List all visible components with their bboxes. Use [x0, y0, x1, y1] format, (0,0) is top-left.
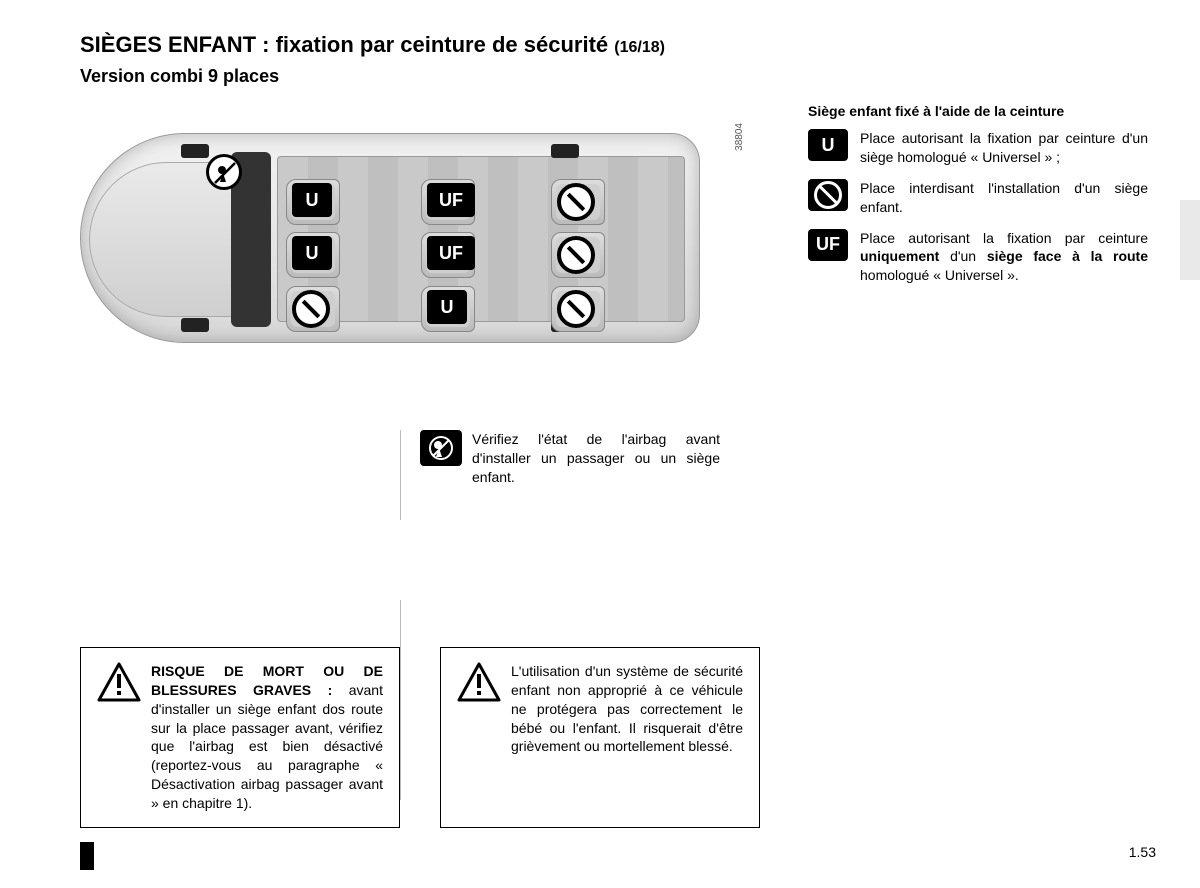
seat-badge: UF: [427, 183, 475, 217]
seat-badge: U: [292, 183, 332, 217]
forbidden-icon: [808, 179, 848, 211]
airbag-off-icon: [420, 430, 462, 466]
warning-1-rest: avant d'installer un siège enfant dos ro…: [151, 682, 383, 811]
footer-mark: [80, 842, 94, 870]
airbag-note-text: Vérifiez l'état de l'airbag avant d'inst…: [472, 430, 720, 487]
legend-icon: U: [808, 129, 848, 161]
forbidden-icon: [557, 236, 595, 274]
legend-text: Place autorisant la fixation par ceintur…: [860, 229, 1148, 286]
warning-triangle-icon: [457, 662, 501, 702]
warning-triangle-icon: [97, 662, 141, 702]
legend-text: Place interdisant l'installation d'un si…: [860, 179, 1148, 217]
warning-box-1: RISQUE DE MORT OU DE BLESSURES GRAVES : …: [80, 647, 400, 828]
title-main: SIÈGES ENFANT : fixation par ceinture de…: [80, 32, 608, 57]
legend-item: U Place autorisant la fixation par ceintu…: [808, 129, 1148, 167]
legend-icon: UF: [808, 229, 848, 261]
legend-item: UF Place autorisant la fixation par ceint…: [808, 229, 1148, 286]
seat-badge: UF: [427, 236, 475, 270]
warning-2-text: L'utilisation d'un système de sécurité e…: [511, 662, 743, 756]
image-id: 38804: [734, 123, 745, 151]
forbidden-icon: [557, 183, 595, 221]
title-suffix: (16/18): [614, 39, 665, 56]
subtitle: Version combi 9 places: [80, 66, 1160, 87]
divider: [400, 430, 401, 520]
legend-item: Place interdisant l'installation d'un si…: [808, 179, 1148, 217]
side-tab: [1180, 200, 1200, 280]
seat-badge: U: [292, 236, 332, 270]
legend-text: Place autorisant la fixation par ceintur…: [860, 129, 1148, 167]
seat-badge: U: [427, 290, 467, 324]
legend-list: U Place autorisant la fixation par ceintu…: [808, 129, 1148, 285]
legend-heading: Siège enfant fixé à l'aide de la ceintur…: [808, 103, 1148, 119]
vehicle-diagram: 38804 UUUFUFU: [80, 113, 720, 363]
airbag-note: Vérifiez l'état de l'airbag avant d'inst…: [420, 430, 720, 487]
page-title: SIÈGES ENFANT : fixation par ceinture de…: [80, 32, 1160, 58]
forbidden-icon: [557, 290, 595, 328]
warning-box-2: L'utilisation d'un système de sécurité e…: [440, 647, 760, 828]
airbag-off-icon: [206, 154, 242, 190]
forbidden-icon: [292, 290, 330, 328]
page-number: 1.53: [1129, 844, 1156, 860]
warning-1-text: RISQUE DE MORT OU DE BLESSURES GRAVES : …: [151, 662, 383, 813]
